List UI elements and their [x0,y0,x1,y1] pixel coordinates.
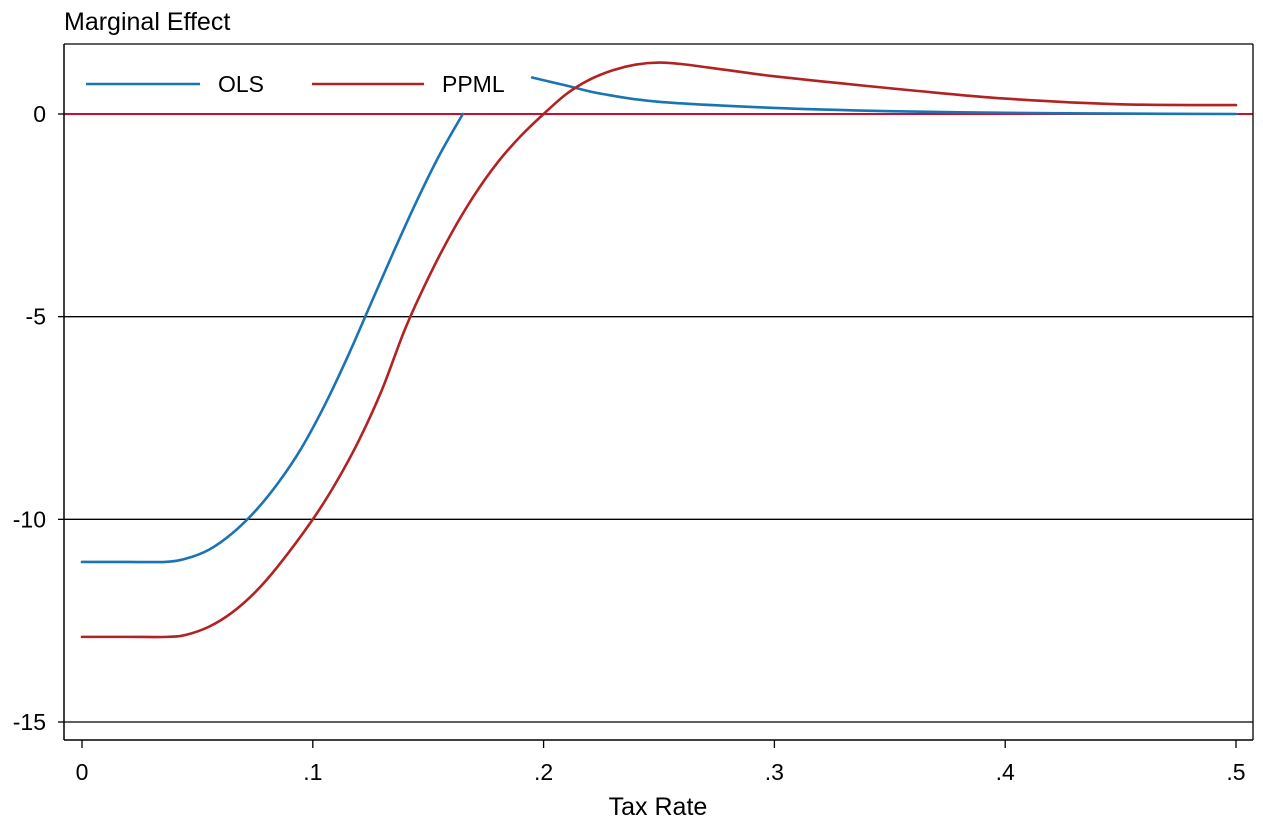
y-tick-label: -15 [13,709,46,735]
x-axis-title: Tax Rate [609,793,708,821]
x-tick-label: .3 [765,759,784,785]
y-axis-title: Marginal Effect [64,8,230,36]
series-lines [80,61,1238,639]
axes: 0 -5 -10 -15 0 .1 .2 .3 .4 .5 [13,43,1254,785]
x-tick-label: 0 [76,759,89,785]
series-line-ols-segment-2 [530,76,1238,116]
legend: OLS PPML [86,71,505,97]
legend-label-ppml: PPML [442,71,505,97]
y-tick-label: -10 [13,506,46,532]
x-tick-label: .4 [996,759,1015,785]
x-tick-label: .5 [1226,759,1245,785]
x-tick-label: .1 [303,759,322,785]
series-line-ols-segment-1 [80,112,465,564]
series-line-ppml [80,61,1238,639]
y-tick-label: -5 [26,304,46,330]
legend-label-ols: OLS [218,71,264,97]
y-tick-label: 0 [33,101,46,127]
x-tick-label: .2 [534,759,553,785]
